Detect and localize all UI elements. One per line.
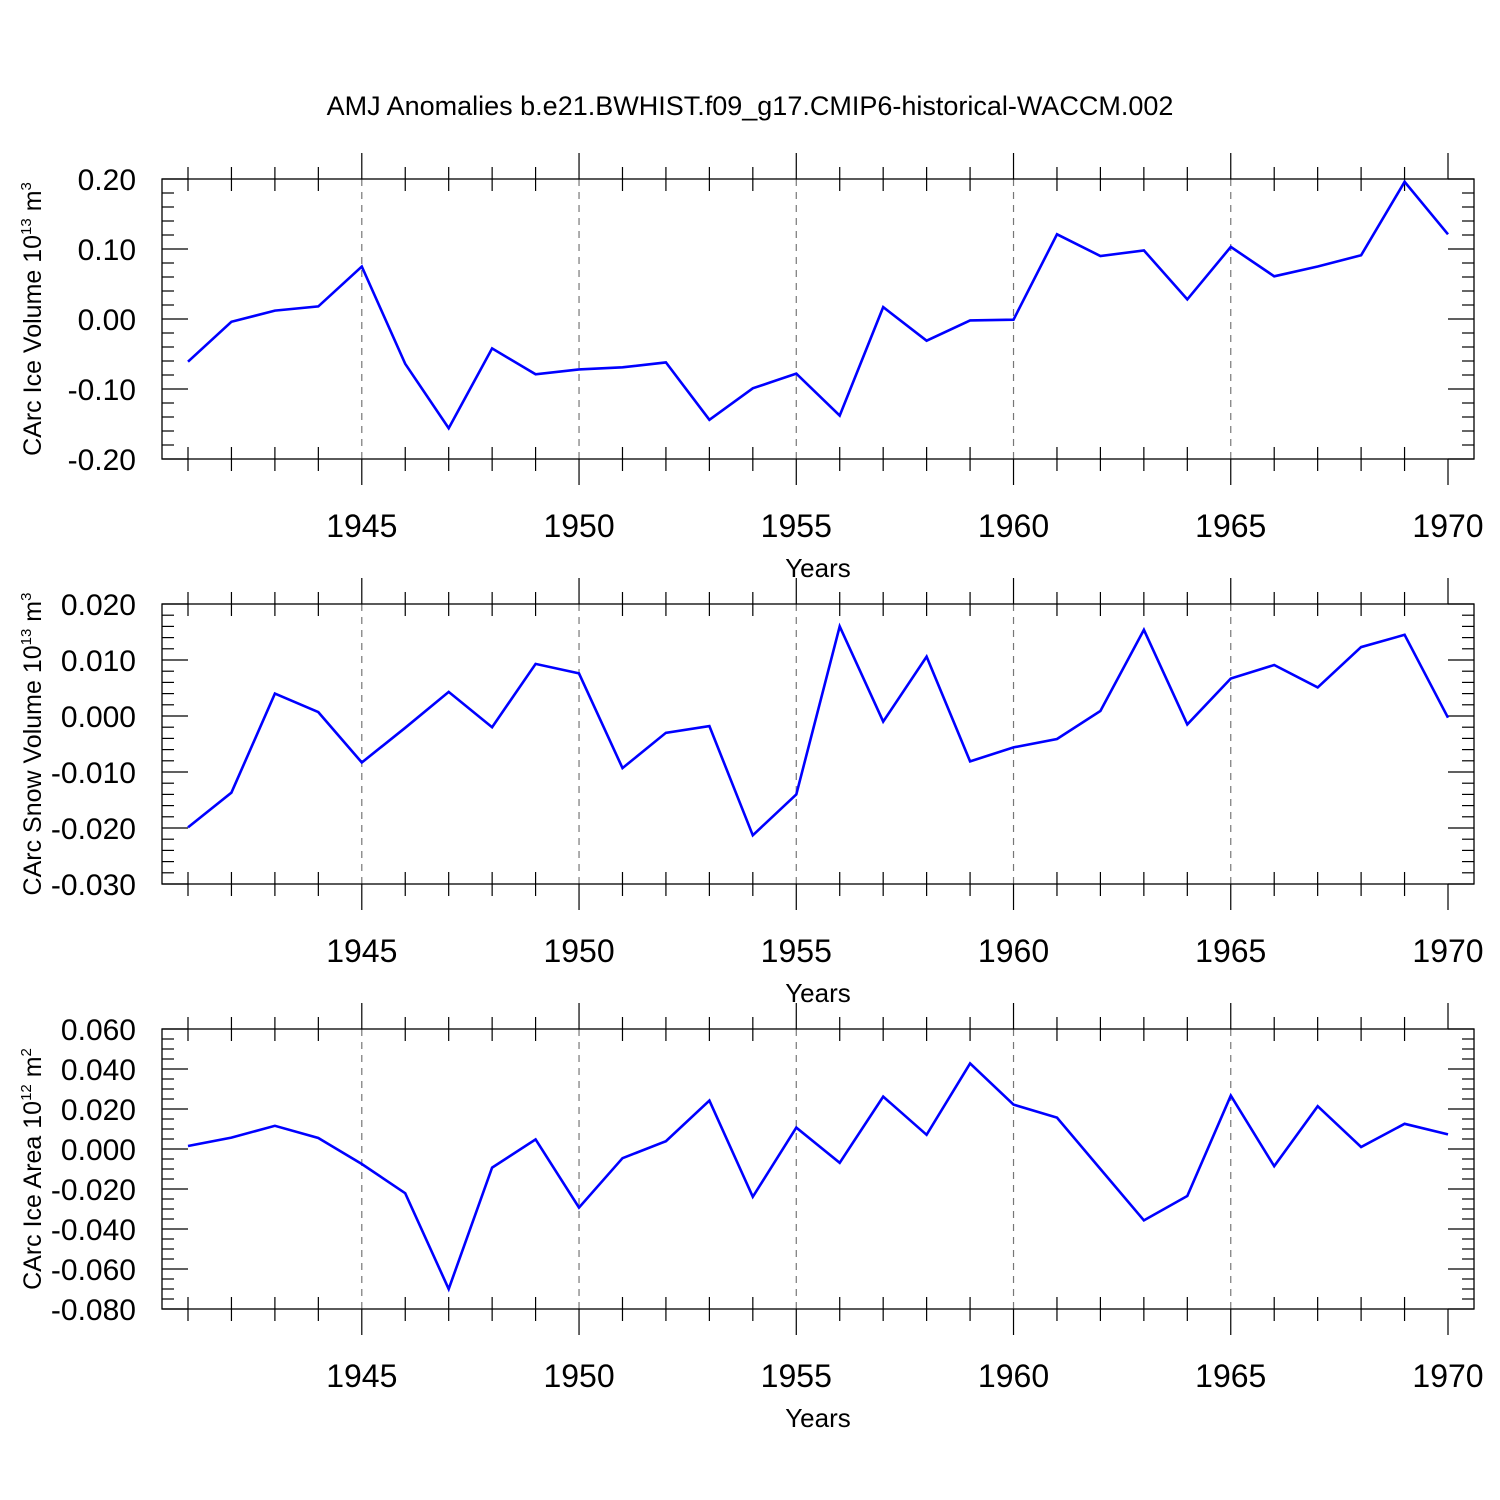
y-tick-label: -0.20 bbox=[68, 444, 136, 477]
y-tick-label: 0.000 bbox=[61, 1134, 136, 1167]
x-tick-label-1960: 1960 bbox=[978, 933, 1049, 969]
y-tick-label: -0.080 bbox=[51, 1294, 136, 1327]
y-tick-label: -0.030 bbox=[51, 869, 136, 902]
y-axis-label: CArc Ice Area 1012 m2 bbox=[18, 1048, 47, 1290]
x-tick-label-1950: 1950 bbox=[543, 933, 614, 969]
x-tick-label-1960: 1960 bbox=[978, 508, 1049, 544]
x-tick-label-1970: 1970 bbox=[1412, 1358, 1483, 1394]
x-axis-label: Years bbox=[785, 1403, 851, 1433]
x-tick-label-1950: 1950 bbox=[543, 508, 614, 544]
plot-frame bbox=[161, 1028, 1475, 1310]
y-tick-label: 0.060 bbox=[61, 1014, 136, 1047]
x-tick-label-1955: 1955 bbox=[761, 508, 832, 544]
plot-frame bbox=[161, 178, 1475, 460]
x-tick-label-1945: 1945 bbox=[326, 1358, 397, 1394]
y-tick-label: 0.010 bbox=[61, 645, 136, 678]
y-tick-label: -0.10 bbox=[68, 374, 136, 407]
y-tick-label: 0.10 bbox=[78, 234, 136, 267]
plot-frame bbox=[161, 603, 1475, 885]
x-tick-label-1955: 1955 bbox=[761, 1358, 832, 1394]
y-tick-label: 0.040 bbox=[61, 1054, 136, 1087]
series-line-ice-volume bbox=[187, 179, 1450, 431]
series-line-snow-volume bbox=[187, 622, 1450, 838]
panel-ice-volume: -0.20 -0.10 0.00 0.10 0.20 1945 1950 1955 1960 19… bbox=[18, 153, 1484, 583]
x-tick-label-1945: 1945 bbox=[326, 508, 397, 544]
figure-title: AMJ Anomalies b.e21.BWHIST.f09_g17.CMIP6… bbox=[327, 91, 1174, 121]
x-tick-label-1945: 1945 bbox=[326, 933, 397, 969]
y-axis-label: CArc Snow Volume 1013 m3 bbox=[18, 593, 47, 896]
y-tick-label: 0.020 bbox=[61, 1094, 136, 1127]
x-axis-label: Years bbox=[785, 553, 851, 583]
panel-ice-area: -0.080 -0.060 -0.040 -0.020 0.000 0.020 0.040 0… bbox=[18, 1003, 1484, 1433]
y-tick-label: -0.040 bbox=[51, 1214, 136, 1247]
series-line-ice-area bbox=[187, 1061, 1449, 1293]
x-tick-label-1970: 1970 bbox=[1412, 508, 1483, 544]
y-tick-label: 0.020 bbox=[61, 589, 136, 622]
x-axis-label: Years bbox=[785, 978, 851, 1008]
y-tick-label: -0.060 bbox=[51, 1254, 136, 1287]
x-tick-label-1950: 1950 bbox=[543, 1358, 614, 1394]
panel-snow-volume: -0.030 -0.020 -0.010 0.000 0.010 0.020 1945 195… bbox=[18, 578, 1484, 1008]
y-axis-label: CArc Ice Volume 1013 m3 bbox=[18, 182, 47, 456]
y-tick-label: -0.010 bbox=[51, 757, 136, 790]
y-tick-label: -0.020 bbox=[51, 813, 136, 846]
x-tick-label-1970: 1970 bbox=[1412, 933, 1483, 969]
x-tick-label-1965: 1965 bbox=[1195, 508, 1266, 544]
x-tick-label-1965: 1965 bbox=[1195, 1358, 1266, 1394]
y-tick-label: 0.00 bbox=[78, 304, 136, 337]
x-tick-label-1965: 1965 bbox=[1195, 933, 1266, 969]
y-tick-label: 0.20 bbox=[78, 164, 136, 197]
x-tick-label-1955: 1955 bbox=[761, 933, 832, 969]
x-tick-label-1960: 1960 bbox=[978, 1358, 1049, 1394]
y-tick-label: -0.020 bbox=[51, 1174, 136, 1207]
y-tick-label: 0.000 bbox=[61, 701, 136, 734]
